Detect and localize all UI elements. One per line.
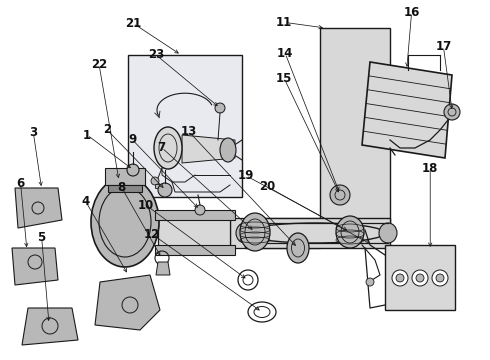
Circle shape — [127, 164, 139, 176]
Ellipse shape — [236, 223, 254, 243]
Polygon shape — [105, 168, 145, 185]
Circle shape — [330, 185, 350, 205]
Polygon shape — [362, 62, 452, 158]
Text: 11: 11 — [276, 16, 293, 29]
Circle shape — [416, 274, 424, 282]
Text: 15: 15 — [276, 72, 293, 85]
Ellipse shape — [379, 223, 397, 243]
Ellipse shape — [240, 213, 270, 251]
Text: 23: 23 — [147, 48, 164, 61]
Text: 10: 10 — [138, 199, 154, 212]
Polygon shape — [156, 262, 170, 275]
Text: 20: 20 — [259, 180, 275, 193]
Circle shape — [412, 270, 428, 286]
Text: 17: 17 — [435, 40, 452, 53]
Polygon shape — [108, 185, 142, 192]
Text: 8: 8 — [118, 181, 125, 194]
Text: 6: 6 — [17, 177, 24, 190]
Polygon shape — [12, 248, 58, 285]
Polygon shape — [385, 245, 455, 310]
Polygon shape — [182, 135, 235, 163]
Text: 13: 13 — [180, 125, 197, 138]
Circle shape — [396, 274, 404, 282]
Circle shape — [436, 274, 444, 282]
Text: 1: 1 — [83, 129, 91, 141]
Polygon shape — [155, 210, 235, 220]
Text: 19: 19 — [238, 169, 254, 182]
Text: 18: 18 — [422, 162, 439, 175]
Polygon shape — [230, 218, 320, 248]
Circle shape — [444, 104, 460, 120]
Text: 3: 3 — [29, 126, 37, 139]
Circle shape — [392, 270, 408, 286]
Polygon shape — [320, 28, 390, 230]
Circle shape — [366, 278, 374, 286]
Ellipse shape — [91, 177, 159, 267]
Text: 9: 9 — [128, 133, 136, 146]
Circle shape — [215, 103, 225, 113]
Ellipse shape — [220, 138, 236, 162]
Text: 2: 2 — [103, 123, 111, 136]
Ellipse shape — [336, 216, 364, 248]
Text: 12: 12 — [144, 228, 160, 240]
Polygon shape — [22, 308, 78, 345]
Circle shape — [158, 183, 172, 197]
Ellipse shape — [287, 233, 309, 263]
Polygon shape — [245, 218, 390, 248]
Circle shape — [195, 205, 205, 215]
Polygon shape — [158, 215, 230, 250]
Text: 21: 21 — [125, 17, 142, 30]
Text: 7: 7 — [158, 141, 166, 154]
Polygon shape — [155, 245, 235, 255]
Ellipse shape — [154, 127, 182, 169]
Polygon shape — [95, 275, 160, 330]
Text: 16: 16 — [403, 6, 420, 19]
FancyBboxPatch shape — [128, 55, 242, 197]
Text: 14: 14 — [277, 47, 294, 60]
Text: 22: 22 — [91, 58, 107, 71]
Polygon shape — [15, 188, 62, 228]
Text: 4: 4 — [82, 195, 90, 208]
Circle shape — [432, 270, 448, 286]
Ellipse shape — [245, 223, 385, 243]
Polygon shape — [155, 184, 165, 188]
Text: 5: 5 — [38, 231, 46, 244]
Circle shape — [151, 177, 159, 185]
